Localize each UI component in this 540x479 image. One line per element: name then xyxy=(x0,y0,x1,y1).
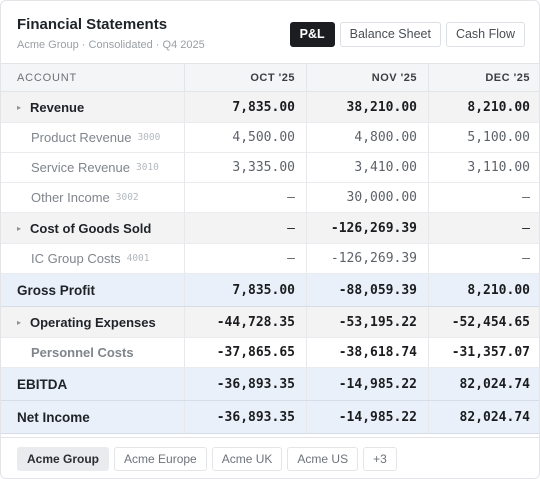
row-label-cell: Other Income 3002 xyxy=(1,183,184,212)
row-label-cell: Gross Profit xyxy=(1,274,184,306)
value-cell: 7,835.00 xyxy=(184,274,306,306)
table-row-ebitda: EBITDA -36,893.35 -14,985.22 82,024.74 xyxy=(1,368,539,401)
view-balance-sheet-button[interactable]: Balance Sheet xyxy=(339,22,441,47)
column-header-oct[interactable]: OCT '25 xyxy=(184,64,306,91)
entity-tab-acme-uk[interactable]: Acme UK xyxy=(211,447,283,471)
value-cell: 82,024.74 xyxy=(428,401,539,433)
value-cell: — xyxy=(428,244,539,273)
entity-tab-more[interactable]: +3 xyxy=(363,447,397,471)
value-cell: -126,269.39 xyxy=(306,244,428,273)
caret-right-icon[interactable]: ▸ xyxy=(17,317,22,327)
value-cell: 3,410.00 xyxy=(306,153,428,182)
row-label-cell: ▸ Cost of Goods Sold xyxy=(1,213,184,243)
table-row-personnel-costs[interactable]: Personnel Costs -37,865.65 -38,618.74 -3… xyxy=(1,338,539,368)
value-cell: -36,893.35 xyxy=(184,401,306,433)
value-cell: -38,618.74 xyxy=(306,338,428,367)
value-cell: 7,835.00 xyxy=(184,92,306,122)
value-cell: -44,728.35 xyxy=(184,307,306,337)
value-cell: -14,985.22 xyxy=(306,368,428,400)
row-label: Operating Expenses xyxy=(30,314,156,330)
account-code: 3000 xyxy=(137,132,161,143)
row-label-cell: ▸ Revenue xyxy=(1,92,184,122)
entity-tabs: Acme Group Acme Europe Acme UK Acme US +… xyxy=(17,447,397,471)
row-label-cell: Personnel Costs xyxy=(1,338,184,367)
column-header-dec[interactable]: DEC '25 xyxy=(428,64,539,91)
account-code: 3010 xyxy=(136,162,159,173)
row-label: Other Income xyxy=(31,190,110,205)
value-cell: — xyxy=(184,244,306,273)
row-label: Cost of Goods Sold xyxy=(30,220,152,236)
caret-right-icon[interactable]: ▸ xyxy=(17,102,22,112)
statement-table: ACCOUNT OCT '25 NOV '25 DEC '25 ▸ Revenu… xyxy=(1,63,539,434)
view-cash-flow-button[interactable]: Cash Flow xyxy=(445,22,525,47)
table-header-row: ACCOUNT OCT '25 NOV '25 DEC '25 xyxy=(1,63,539,92)
value-cell: 5,100.00 xyxy=(428,123,539,152)
table-row-cost-of-goods-sold[interactable]: ▸ Cost of Goods Sold — -126,269.39 — xyxy=(1,213,539,244)
page-subtitle: Acme Group · Consolidated · Q4 2025 xyxy=(17,39,205,51)
value-cell: 38,210.00 xyxy=(306,92,428,122)
value-cell: — xyxy=(428,213,539,243)
entity-footer: Acme Group Acme Europe Acme UK Acme US +… xyxy=(1,437,539,478)
row-label-cell: IC Group Costs 4001 xyxy=(1,244,184,273)
statement-view-toggle: P&L Balance Sheet Cash Flow xyxy=(289,22,525,47)
view-pnl-button[interactable]: P&L xyxy=(289,22,335,47)
value-cell: -31,357.07 xyxy=(428,338,539,367)
row-label: Personnel Costs xyxy=(31,345,134,360)
value-cell: 3,335.00 xyxy=(184,153,306,182)
value-cell: 3,110.00 xyxy=(428,153,539,182)
entity-tab-acme-group[interactable]: Acme Group xyxy=(17,447,110,471)
entity-tab-acme-europe[interactable]: Acme Europe xyxy=(114,447,207,471)
value-cell: 8,210.00 xyxy=(428,274,539,306)
value-cell: -52,454.65 xyxy=(428,307,539,337)
row-label: IC Group Costs xyxy=(31,251,121,266)
row-label: Revenue xyxy=(30,99,85,115)
value-cell: -37,865.65 xyxy=(184,338,306,367)
table-row-other-income[interactable]: Other Income 3002 — 30,000.00 — xyxy=(1,183,539,213)
table-row-ic-group-costs[interactable]: IC Group Costs 4001 — -126,269.39 — xyxy=(1,244,539,274)
table-row-revenue[interactable]: ▸ Revenue 7,835.00 38,210.00 8,210.00 xyxy=(1,92,539,123)
value-cell: 82,024.74 xyxy=(428,368,539,400)
value-cell: 4,500.00 xyxy=(184,123,306,152)
row-label-cell: Product Revenue 3000 xyxy=(1,123,184,152)
row-label-cell: EBITDA xyxy=(1,368,184,400)
value-cell: — xyxy=(184,183,306,212)
value-cell: -53,195.22 xyxy=(306,307,428,337)
row-label: Net Income xyxy=(17,409,90,425)
row-label-cell: Service Revenue 3010 xyxy=(1,153,184,182)
row-label: EBITDA xyxy=(17,376,68,392)
value-cell: 30,000.00 xyxy=(306,183,428,212)
row-label: Product Revenue xyxy=(31,130,132,145)
column-header-account: ACCOUNT xyxy=(17,71,77,84)
value-cell: 4,800.00 xyxy=(306,123,428,152)
value-cell: -88,059.39 xyxy=(306,274,428,306)
value-cell: 8,210.00 xyxy=(428,92,539,122)
caret-right-icon[interactable]: ▸ xyxy=(17,223,22,233)
column-header-nov[interactable]: NOV '25 xyxy=(306,64,428,91)
row-label-cell: ▸ Operating Expenses xyxy=(1,307,184,337)
account-code: 3002 xyxy=(115,192,139,203)
value-cell: -126,269.39 xyxy=(306,213,428,243)
value-cell: -14,985.22 xyxy=(306,401,428,433)
panel-header: Financial Statements Acme Group · Consol… xyxy=(1,1,539,63)
page-title: Financial Statements xyxy=(17,16,168,33)
row-label: Gross Profit xyxy=(17,282,96,298)
value-cell: — xyxy=(184,213,306,243)
value-cell: -36,893.35 xyxy=(184,368,306,400)
table-row-operating-expenses[interactable]: ▸ Operating Expenses -44,728.35 -53,195.… xyxy=(1,307,539,338)
table-row-net-income: Net Income -36,893.35 -14,985.22 82,024.… xyxy=(1,401,539,434)
value-cell: — xyxy=(428,183,539,212)
table-row-product-revenue[interactable]: Product Revenue 3000 4,500.00 4,800.00 5… xyxy=(1,123,539,153)
entity-tab-acme-us[interactable]: Acme US xyxy=(287,447,359,471)
account-code: 4001 xyxy=(126,253,150,264)
table-row-gross-profit: Gross Profit 7,835.00 -88,059.39 8,210.0… xyxy=(1,274,539,307)
table-row-service-revenue[interactable]: Service Revenue 3010 3,335.00 3,410.00 3… xyxy=(1,153,539,183)
row-label-cell: Net Income xyxy=(1,401,184,433)
row-label: Service Revenue xyxy=(31,160,130,175)
